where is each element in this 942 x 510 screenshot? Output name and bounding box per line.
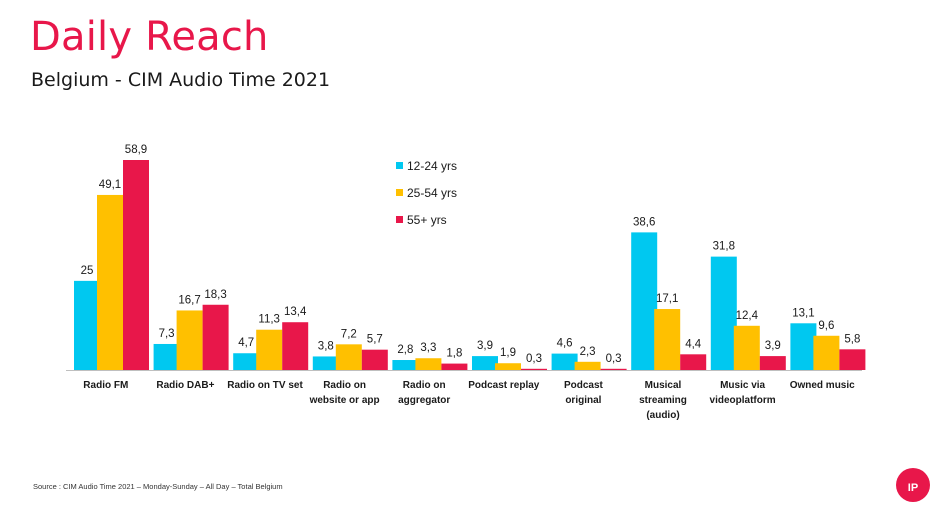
data-label: 5,7 [367,334,383,346]
data-label: 38,6 [633,216,655,228]
category-label: aggregator [398,395,450,406]
data-label: 13,4 [284,306,307,318]
category-label: Radio on TV set [227,380,303,391]
data-label: 7,2 [341,328,357,340]
bar-25-54-yrs-2 [256,329,283,370]
bar-55-yrs-4 [441,363,468,370]
bar-55-yrs-3 [361,349,388,370]
bar-chart: 25 49,1 58,9 Radio FM 7,3 16,7 18,3 Radio DAB+ 4… [66,144,866,421]
data-label: 17,1 [656,293,678,305]
category-label: Radio on [403,380,446,391]
data-label: 11,3 [258,314,280,326]
source-note: Source : CIM Audio Time 2021 – Monday-Su… [33,482,283,491]
category-label: Radio FM [83,380,128,391]
bar-12-24-yrs-1 [153,343,180,370]
category-label: website or app [309,395,380,406]
data-label: 16,7 [178,294,200,306]
category-label: original [565,395,601,406]
data-label: 4,4 [685,338,702,350]
legend-item-12-24: 12-24 yrs [396,152,457,179]
bar-25-54-yrs-4 [415,358,442,370]
bar-25-54-yrs-5 [495,363,521,370]
bar-12-24-yrs-3 [312,356,339,370]
category-label: (audio) [646,410,679,421]
data-label: 0,3 [606,353,622,365]
data-label: 18,3 [204,289,226,301]
bar-25-54-yrs-0 [97,194,123,370]
bar-25-54-yrs-1 [176,310,203,370]
bar-25-54-yrs-9 [813,335,840,370]
category-label: videoplatform [710,395,776,406]
bar-55-yrs-2 [282,322,309,370]
bar-55-yrs-0 [123,160,149,370]
bar-25-54-yrs-7 [654,309,681,370]
data-label: 4,6 [557,338,573,350]
data-label: 4,7 [238,337,254,349]
legend-label: 12-24 yrs [407,158,458,173]
data-label: 7,3 [159,328,175,340]
data-label: 12,4 [736,310,759,322]
data-label: 1,8 [446,348,462,360]
bar-25-54-yrs-3 [335,344,362,370]
bar-25-54-yrs-8 [733,325,760,370]
legend-swatch [396,216,403,223]
data-label: 1,9 [500,347,516,359]
bar-12-24-yrs-0 [74,280,100,370]
data-label: 3,9 [477,340,493,352]
bar-55-yrs-6 [600,368,627,370]
data-label: 3,8 [318,340,334,352]
logo-text: IP [907,482,919,494]
bar-12-24-yrs-5 [472,356,498,370]
bar-12-24-yrs-2 [233,353,260,370]
page-subtitle: Belgium - CIM Audio Time 2021 [31,69,331,91]
data-label: 58,9 [125,144,147,156]
bar-55-yrs-8 [759,356,786,370]
category-label: Radio on [323,380,366,391]
category-label: Musical [645,380,682,391]
data-label: 5,8 [844,333,860,345]
bar-12-24-yrs-7 [631,232,658,370]
bar-12-24-yrs-4 [392,360,419,370]
data-label: 9,6 [818,320,834,332]
bar-12-24-yrs-9 [790,323,817,370]
page-title: Daily Reach [30,14,269,60]
category-label: Music via [720,380,765,391]
category-label: Podcast replay [468,380,540,391]
category-label: Podcast [564,380,604,391]
bar-55-yrs-7 [680,354,707,370]
legend-swatch [396,162,403,169]
data-label: 3,3 [420,342,436,354]
legend-label: 25-54 yrs [407,185,458,200]
legend-swatch [396,189,403,196]
legend-label: 55+ yrs [407,212,447,227]
bar-25-54-yrs-6 [574,361,601,370]
category-label: streaming [639,395,687,406]
category-label: Owned music [790,380,855,391]
data-label: 3,9 [765,340,781,352]
bar-55-yrs-1 [202,304,229,370]
data-label: 2,8 [397,344,413,356]
data-label: 0,3 [526,353,542,365]
data-label: 25 [81,265,94,277]
bar-12-24-yrs-6 [551,353,578,370]
data-label: 13,1 [792,307,814,319]
bar-55-yrs-5 [521,368,547,370]
data-label: 49,1 [99,179,121,191]
data-label: 2,3 [580,346,596,358]
bar-55-yrs-9 [839,349,866,370]
bar-12-24-yrs-8 [710,256,737,370]
data-label: 31,8 [713,241,735,253]
legend-item-25-54: 25-54 yrs [396,179,457,206]
chart-legend: 12-24 yrs 25-54 yrs 55+ yrs [396,152,457,233]
category-label: Radio DAB+ [156,380,214,391]
legend-item-55-plus: 55+ yrs [396,206,457,233]
ip-logo: IP [896,468,930,502]
